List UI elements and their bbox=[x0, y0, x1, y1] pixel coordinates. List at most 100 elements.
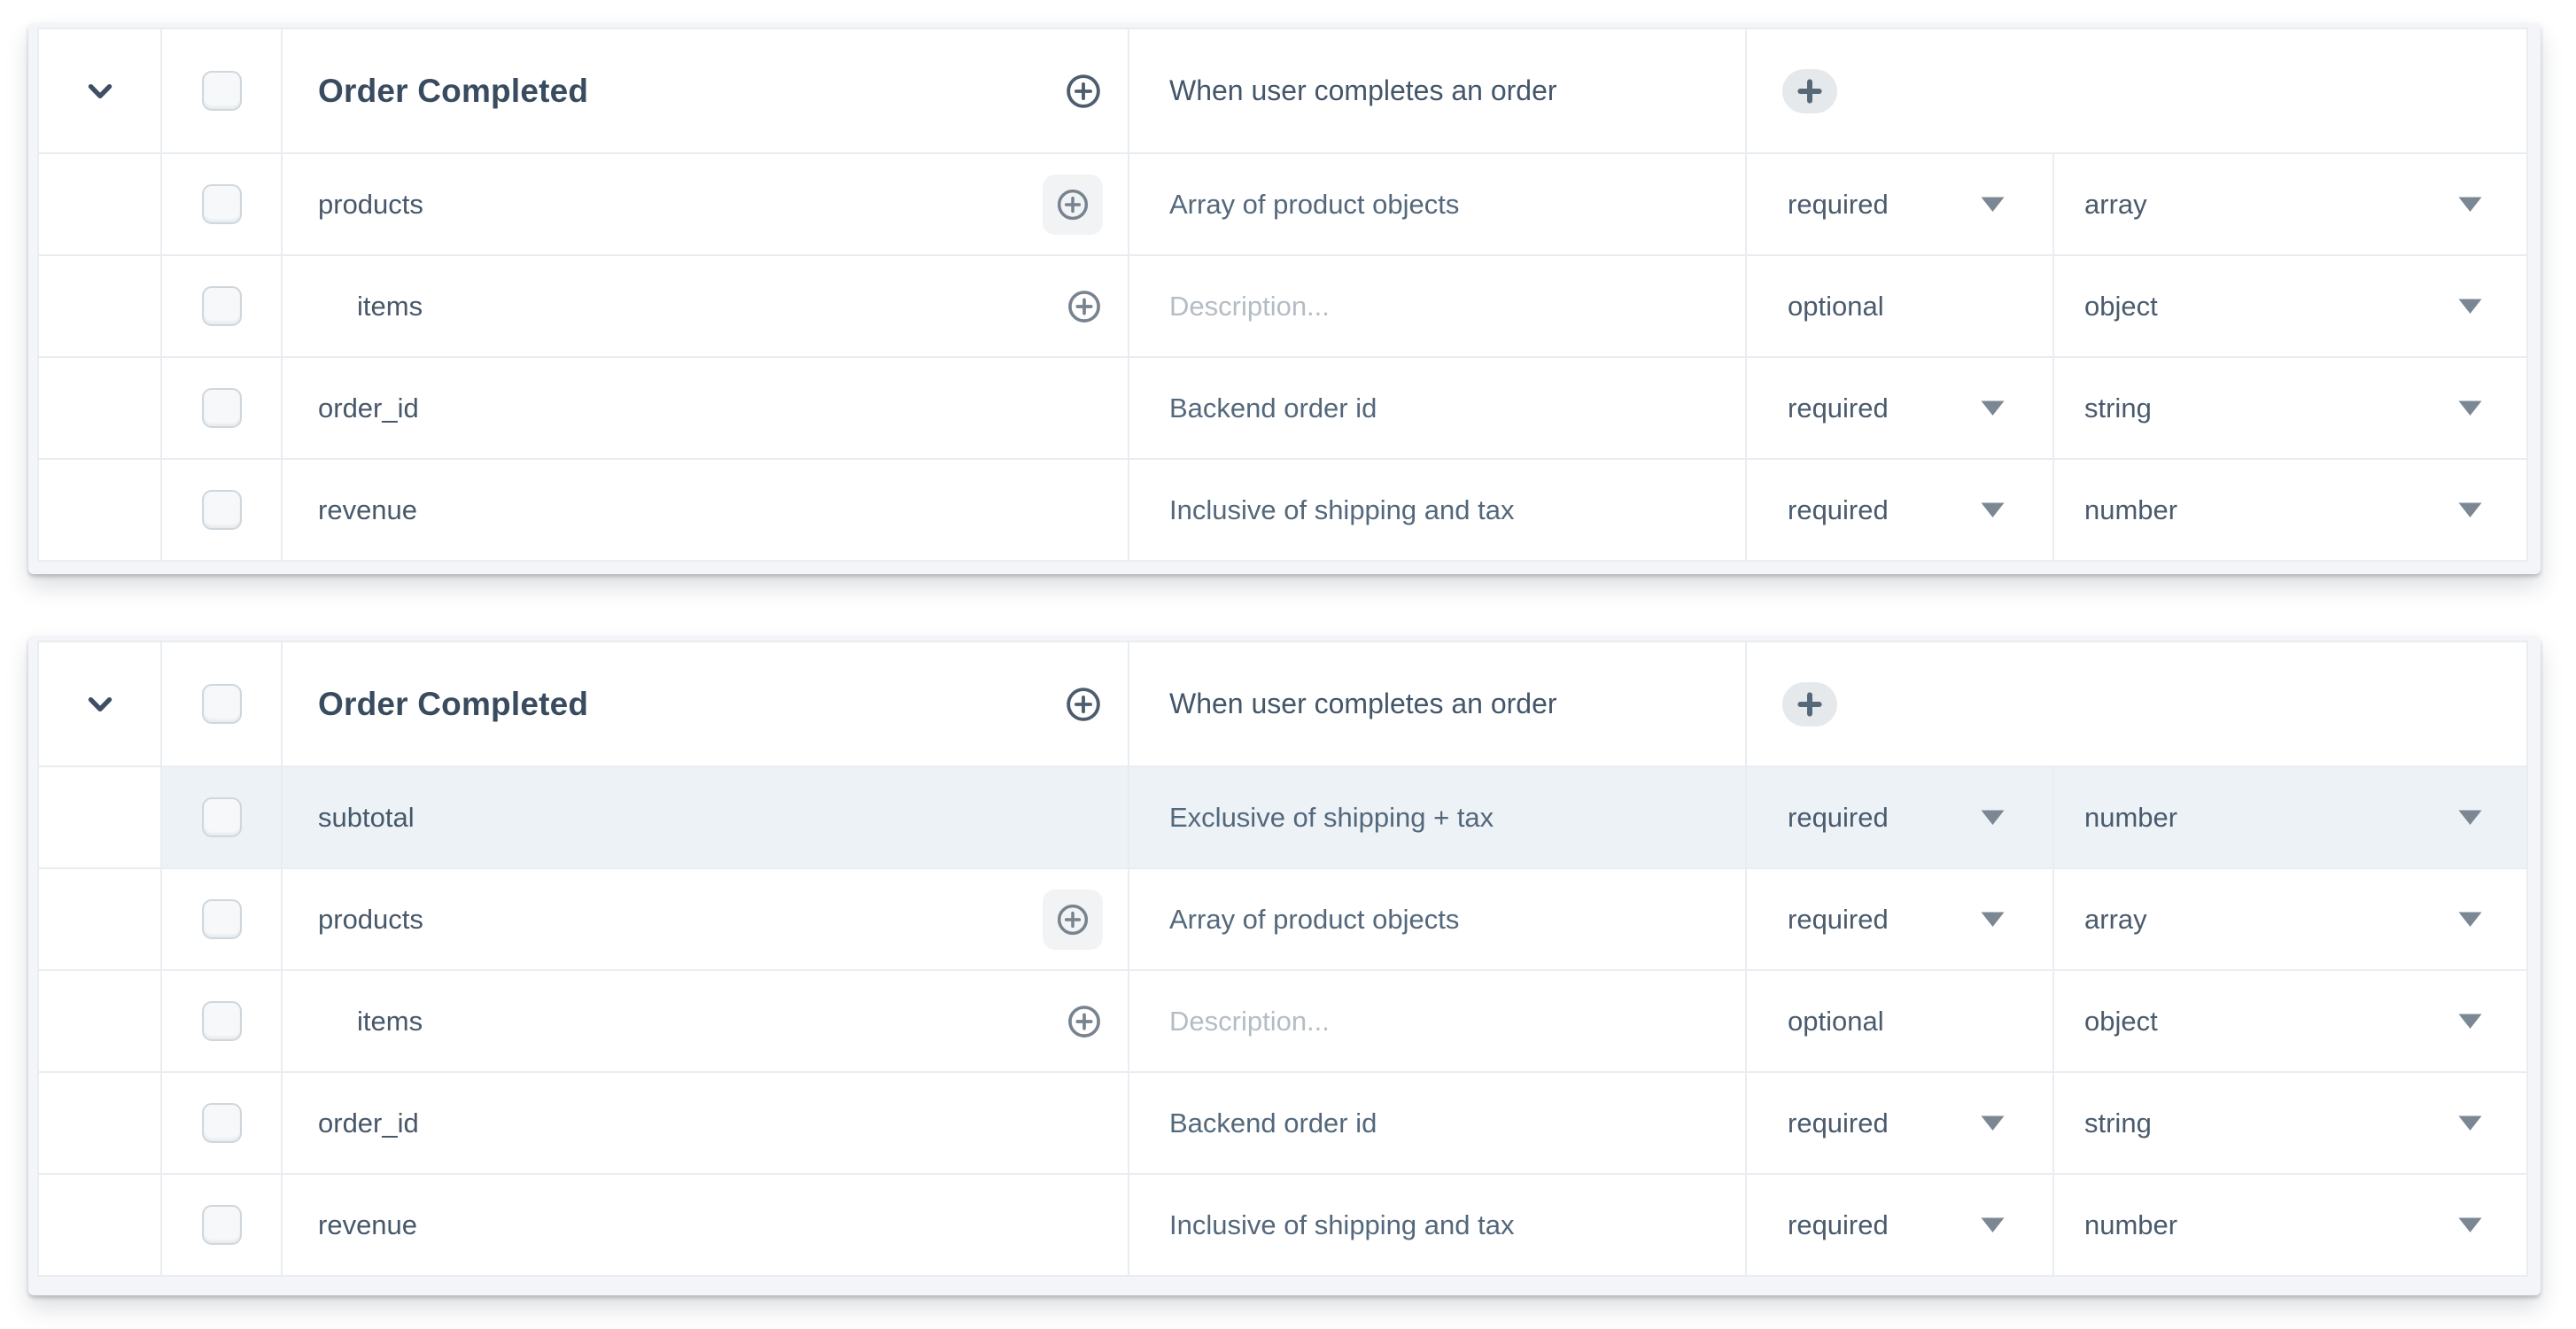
type-dropdown[interactable]: object bbox=[2052, 256, 2526, 356]
add-nested-property-button[interactable] bbox=[1043, 174, 1103, 235]
type-dropdown[interactable]: number bbox=[2052, 1175, 2526, 1275]
row-checkbox[interactable] bbox=[201, 286, 242, 326]
type-dropdown[interactable]: object bbox=[2052, 971, 2526, 1071]
row-expander-cell bbox=[39, 154, 160, 254]
event-table: Order Completed When user completes an o… bbox=[37, 641, 2528, 1277]
row-checkbox[interactable] bbox=[201, 490, 242, 530]
row-checkbox-cell bbox=[160, 869, 281, 969]
add-nested-property-button[interactable] bbox=[1043, 889, 1103, 950]
plus-icon bbox=[1795, 689, 1825, 719]
property-name-cell: items bbox=[281, 971, 1128, 1071]
property-name-cell: order_id bbox=[281, 358, 1128, 458]
event-checkbox[interactable] bbox=[201, 684, 242, 724]
row-expander-cell bbox=[39, 256, 160, 356]
event-description-cell: When user completes an order bbox=[1128, 29, 1745, 152]
property-row: order_id Backend order id required strin… bbox=[39, 1071, 2526, 1173]
property-row: products Array of product objects requir… bbox=[39, 152, 2526, 254]
property-description-input[interactable]: Inclusive of shipping and tax bbox=[1169, 1209, 1515, 1240]
property-description-cell: Description... bbox=[1128, 971, 1745, 1071]
required-dropdown[interactable]: required bbox=[1745, 767, 2052, 867]
row-checkbox[interactable] bbox=[201, 184, 242, 224]
row-expander-cell bbox=[39, 767, 160, 867]
row-checkbox[interactable] bbox=[201, 1103, 242, 1143]
event-title[interactable]: Order Completed bbox=[318, 685, 589, 722]
property-name[interactable]: revenue bbox=[318, 1209, 418, 1240]
add-nested-property-button[interactable] bbox=[1066, 288, 1103, 325]
property-description-input[interactable]: Description... bbox=[1169, 1005, 1330, 1037]
property-row: items Description... optional object bbox=[39, 254, 2526, 356]
required-dropdown-value: required bbox=[1788, 1209, 1889, 1240]
required-dropdown[interactable]: required bbox=[1745, 154, 2052, 254]
type-dropdown-value: object bbox=[2084, 1005, 2158, 1037]
property-row: products Array of product objects requir… bbox=[39, 867, 2526, 969]
row-checkbox[interactable] bbox=[201, 1205, 242, 1245]
caret-down-icon bbox=[2456, 909, 2484, 929]
property-name[interactable]: products bbox=[318, 188, 423, 220]
event-title[interactable]: Order Completed bbox=[318, 72, 589, 109]
event-card: Order Completed When user completes an o… bbox=[28, 23, 2541, 574]
event-expander[interactable] bbox=[39, 642, 160, 766]
plus-icon bbox=[1795, 76, 1825, 106]
event-expander[interactable] bbox=[39, 29, 160, 152]
row-checkbox[interactable] bbox=[201, 797, 242, 837]
property-row: revenue Inclusive of shipping and tax re… bbox=[39, 458, 2526, 560]
type-dropdown-value: string bbox=[2084, 1107, 2152, 1139]
type-dropdown-value: array bbox=[2084, 188, 2147, 220]
row-checkbox-cell bbox=[160, 460, 281, 560]
required-dropdown[interactable]: optional bbox=[1745, 971, 2052, 1071]
caret-down-icon bbox=[2456, 500, 2484, 520]
row-expander-cell bbox=[39, 358, 160, 458]
row-checkbox[interactable] bbox=[201, 388, 242, 428]
property-name[interactable]: subtotal bbox=[318, 801, 415, 833]
required-dropdown[interactable]: required bbox=[1745, 1073, 2052, 1173]
row-checkbox[interactable] bbox=[201, 1001, 242, 1041]
add-property-button[interactable] bbox=[1064, 72, 1103, 111]
property-description-cell: Array of product objects bbox=[1128, 154, 1745, 254]
add-label-badge[interactable] bbox=[1782, 68, 1837, 113]
property-description-cell: Description... bbox=[1128, 256, 1745, 356]
add-property-button[interactable] bbox=[1064, 685, 1103, 724]
required-dropdown[interactable]: optional bbox=[1745, 256, 2052, 356]
type-dropdown[interactable]: array bbox=[2052, 154, 2526, 254]
required-dropdown[interactable]: required bbox=[1745, 1175, 2052, 1275]
property-description-input[interactable]: Array of product objects bbox=[1169, 188, 1460, 220]
event-description-input[interactable]: When user completes an order bbox=[1169, 74, 1557, 106]
property-name[interactable]: order_id bbox=[318, 1107, 419, 1139]
property-name[interactable]: items bbox=[357, 1005, 423, 1037]
property-name[interactable]: order_id bbox=[318, 392, 419, 424]
caret-down-icon bbox=[2456, 194, 2484, 214]
type-dropdown[interactable]: array bbox=[2052, 869, 2526, 969]
property-description-input[interactable]: Inclusive of shipping and tax bbox=[1169, 494, 1515, 525]
event-card: Order Completed When user completes an o… bbox=[28, 636, 2541, 1295]
add-nested-property-button[interactable] bbox=[1066, 1003, 1103, 1040]
event-actions-cell bbox=[1745, 642, 2526, 766]
property-name-cell: subtotal bbox=[281, 767, 1128, 867]
required-dropdown[interactable]: required bbox=[1745, 460, 2052, 560]
property-name[interactable]: items bbox=[357, 290, 423, 322]
property-description-input[interactable]: Description... bbox=[1169, 290, 1330, 322]
event-checkbox[interactable] bbox=[201, 71, 242, 111]
type-dropdown[interactable]: number bbox=[2052, 767, 2526, 867]
caret-down-icon bbox=[2456, 296, 2484, 316]
type-dropdown[interactable]: string bbox=[2052, 358, 2526, 458]
type-dropdown[interactable]: string bbox=[2052, 1073, 2526, 1173]
property-description-input[interactable]: Backend order id bbox=[1169, 1107, 1377, 1139]
property-description-input[interactable]: Exclusive of shipping + tax bbox=[1169, 801, 1494, 833]
caret-down-icon bbox=[1979, 398, 2006, 418]
row-checkbox[interactable] bbox=[201, 899, 242, 939]
circle-plus-icon bbox=[1066, 1003, 1103, 1040]
type-dropdown[interactable]: number bbox=[2052, 460, 2526, 560]
circle-plus-icon bbox=[1066, 288, 1103, 325]
property-name[interactable]: revenue bbox=[318, 494, 418, 525]
row-expander-cell bbox=[39, 1073, 160, 1173]
add-label-badge[interactable] bbox=[1782, 681, 1837, 727]
required-dropdown[interactable]: required bbox=[1745, 869, 2052, 969]
property-description-input[interactable]: Array of product objects bbox=[1169, 903, 1460, 935]
property-name[interactable]: products bbox=[318, 903, 423, 935]
required-dropdown-value: required bbox=[1788, 801, 1889, 833]
property-row: subtotal Exclusive of shipping + tax req… bbox=[39, 766, 2526, 867]
property-description-input[interactable]: Backend order id bbox=[1169, 392, 1377, 424]
required-dropdown[interactable]: required bbox=[1745, 358, 2052, 458]
event-description-input[interactable]: When user completes an order bbox=[1169, 688, 1557, 719]
event-header-row: Order Completed When user completes an o… bbox=[39, 29, 2526, 152]
